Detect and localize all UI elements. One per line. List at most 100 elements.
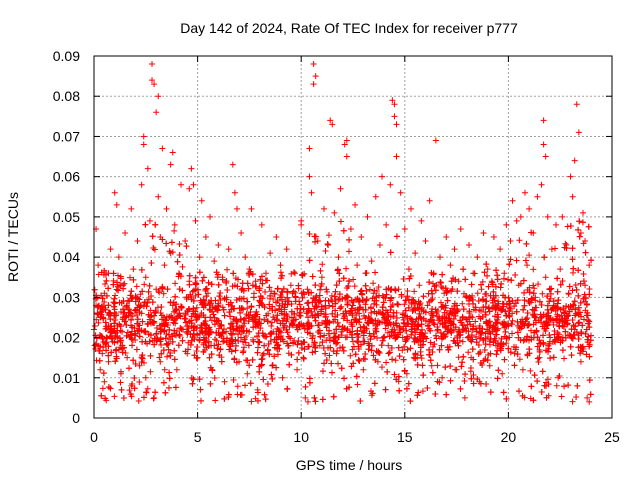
data-point bbox=[142, 221, 149, 228]
data-point bbox=[123, 332, 130, 339]
data-point bbox=[585, 333, 592, 340]
data-point bbox=[383, 291, 390, 298]
data-point bbox=[497, 284, 504, 291]
data-point bbox=[219, 330, 226, 337]
data-point bbox=[162, 335, 169, 342]
data-point bbox=[268, 323, 275, 330]
data-point bbox=[395, 373, 402, 380]
data-point bbox=[448, 288, 455, 295]
data-point bbox=[332, 307, 339, 314]
data-point bbox=[138, 266, 145, 273]
data-point bbox=[467, 321, 474, 328]
data-point bbox=[223, 335, 230, 342]
data-point bbox=[336, 291, 343, 298]
data-point bbox=[565, 312, 572, 319]
plot-border bbox=[93, 55, 613, 419]
data-point bbox=[577, 358, 584, 365]
data-point bbox=[548, 246, 555, 253]
data-point bbox=[414, 361, 421, 368]
data-point bbox=[311, 339, 318, 346]
data-point bbox=[171, 308, 178, 315]
data-point bbox=[280, 285, 287, 292]
data-point bbox=[295, 282, 302, 289]
data-point bbox=[368, 309, 375, 316]
data-point bbox=[506, 261, 513, 268]
data-point bbox=[165, 384, 172, 391]
data-point bbox=[504, 276, 511, 283]
data-point bbox=[355, 343, 362, 350]
data-point bbox=[237, 309, 244, 316]
data-point bbox=[430, 320, 437, 327]
data-point bbox=[188, 165, 195, 172]
data-point bbox=[289, 322, 296, 329]
data-point bbox=[167, 250, 174, 257]
data-point bbox=[259, 280, 266, 287]
data-point bbox=[121, 309, 128, 316]
data-point bbox=[478, 329, 485, 336]
x-axis-ticks: 0 5 10 15 20 25 bbox=[90, 56, 620, 445]
data-point bbox=[321, 332, 328, 339]
data-point bbox=[247, 380, 254, 387]
data-point bbox=[362, 282, 369, 289]
data-point bbox=[179, 287, 186, 294]
data-point bbox=[407, 398, 414, 405]
data-point bbox=[147, 368, 154, 375]
data-point bbox=[156, 354, 163, 361]
data-point bbox=[294, 341, 301, 348]
data-point bbox=[399, 334, 406, 341]
data-point bbox=[521, 289, 528, 296]
data-point bbox=[288, 308, 295, 315]
data-point bbox=[480, 229, 487, 236]
data-point bbox=[340, 315, 347, 322]
data-point bbox=[328, 292, 335, 299]
data-point bbox=[468, 281, 475, 288]
data-point bbox=[305, 314, 312, 321]
data-point bbox=[277, 269, 284, 276]
data-point bbox=[291, 270, 298, 277]
data-point bbox=[300, 355, 307, 362]
data-point bbox=[313, 303, 320, 310]
data-point bbox=[470, 270, 477, 277]
data-point bbox=[532, 294, 539, 301]
data-point bbox=[181, 315, 188, 322]
data-point bbox=[99, 350, 106, 357]
data-point bbox=[448, 278, 455, 285]
data-point bbox=[172, 293, 179, 300]
data-point bbox=[467, 365, 474, 372]
data-point bbox=[277, 262, 284, 269]
data-point bbox=[247, 309, 254, 316]
data-point bbox=[198, 310, 205, 317]
data-point bbox=[356, 319, 363, 326]
data-point bbox=[429, 369, 436, 376]
data-point bbox=[432, 137, 439, 144]
data-point bbox=[470, 300, 477, 307]
data-point bbox=[575, 267, 582, 274]
data-point bbox=[561, 309, 568, 316]
data-point bbox=[584, 339, 591, 346]
data-point bbox=[113, 355, 120, 362]
data-point bbox=[153, 109, 160, 116]
data-point bbox=[111, 295, 118, 302]
data-point bbox=[284, 329, 291, 336]
data-point bbox=[330, 393, 337, 400]
data-point bbox=[102, 281, 109, 288]
data-point bbox=[536, 337, 543, 344]
data-point bbox=[455, 342, 462, 349]
data-point bbox=[176, 333, 183, 340]
data-point bbox=[498, 280, 505, 287]
data-point bbox=[275, 327, 282, 334]
data-point bbox=[180, 326, 187, 333]
data-point bbox=[269, 362, 276, 369]
data-point bbox=[178, 304, 185, 311]
data-point bbox=[586, 291, 593, 298]
data-point bbox=[551, 337, 558, 344]
data-point bbox=[526, 252, 533, 259]
data-point bbox=[258, 273, 265, 280]
data-point bbox=[412, 250, 419, 257]
data-point bbox=[521, 302, 528, 309]
data-point bbox=[389, 97, 396, 104]
data-point bbox=[322, 247, 329, 254]
data-point bbox=[297, 312, 304, 319]
x-tick-label: 15 bbox=[397, 429, 413, 445]
data-point bbox=[501, 333, 508, 340]
